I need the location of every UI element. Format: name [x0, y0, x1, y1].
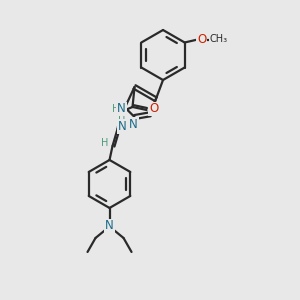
Text: CH₃: CH₃: [210, 34, 228, 44]
Text: N: N: [129, 118, 138, 130]
Text: H: H: [112, 104, 119, 114]
Text: H: H: [118, 112, 126, 122]
Text: N: N: [115, 102, 123, 115]
Text: O: O: [197, 33, 206, 46]
Text: H: H: [101, 138, 108, 148]
Text: O: O: [149, 103, 158, 116]
Text: N: N: [118, 121, 127, 134]
Text: N: N: [117, 103, 126, 116]
Text: N: N: [105, 220, 114, 232]
